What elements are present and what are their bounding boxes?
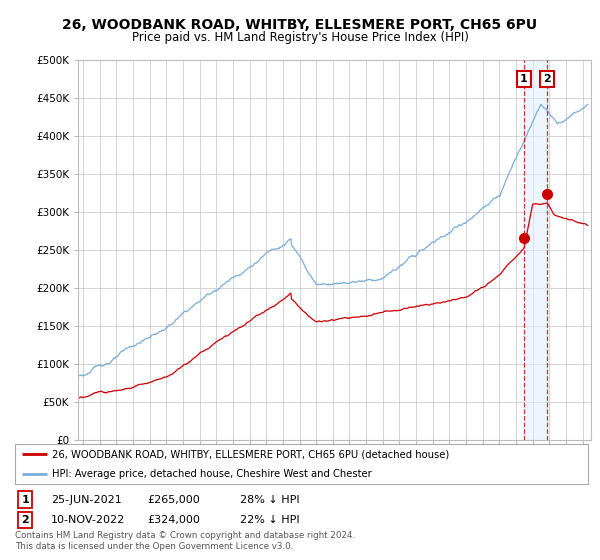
Text: 25-JUN-2021: 25-JUN-2021 xyxy=(51,494,122,505)
Text: 1: 1 xyxy=(520,74,528,84)
Text: Contains HM Land Registry data © Crown copyright and database right 2024.
This d: Contains HM Land Registry data © Crown c… xyxy=(15,531,355,550)
Text: 2: 2 xyxy=(544,74,551,84)
Text: 26, WOODBANK ROAD, WHITBY, ELLESMERE PORT, CH65 6PU (detached house): 26, WOODBANK ROAD, WHITBY, ELLESMERE POR… xyxy=(52,449,449,459)
Text: £265,000: £265,000 xyxy=(147,494,200,505)
Text: HPI: Average price, detached house, Cheshire West and Chester: HPI: Average price, detached house, Ches… xyxy=(52,469,372,479)
Text: 26, WOODBANK ROAD, WHITBY, ELLESMERE PORT, CH65 6PU: 26, WOODBANK ROAD, WHITBY, ELLESMERE POR… xyxy=(62,18,538,32)
Text: 1: 1 xyxy=(22,494,29,505)
Text: 22% ↓ HPI: 22% ↓ HPI xyxy=(240,515,299,525)
Text: £324,000: £324,000 xyxy=(147,515,200,525)
Text: Price paid vs. HM Land Registry's House Price Index (HPI): Price paid vs. HM Land Registry's House … xyxy=(131,31,469,44)
Text: 2: 2 xyxy=(22,515,29,525)
Text: 28% ↓ HPI: 28% ↓ HPI xyxy=(240,494,299,505)
Bar xyxy=(524,60,547,440)
Text: 10-NOV-2022: 10-NOV-2022 xyxy=(51,515,125,525)
